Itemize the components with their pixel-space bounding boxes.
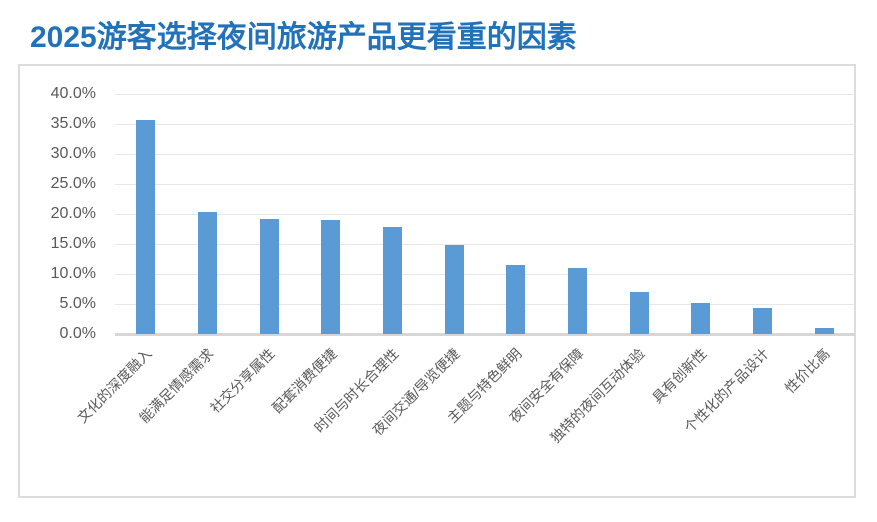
x-axis-category-label: 社交分享属性 (207, 345, 278, 417)
bar (691, 303, 711, 334)
y-axis-tick-label: 40.0% (50, 85, 96, 102)
x-axis-category-label: 具有创新性 (648, 345, 710, 407)
y-axis-tick-label: 35.0% (50, 115, 96, 132)
bar (814, 328, 834, 334)
bar (259, 219, 279, 334)
y-axis-tick-label: 10.0% (50, 265, 96, 282)
bar (444, 245, 464, 334)
y-axis-tick-label: 0.0% (59, 325, 96, 342)
x-axis-category-label: 性价比高 (781, 345, 833, 397)
gridline (115, 304, 855, 305)
chart-title: 2025游客选择夜间旅游产品更看重的因素 (30, 21, 577, 54)
bar (321, 220, 341, 334)
gridline (115, 94, 855, 95)
bar (506, 265, 526, 334)
bar (753, 307, 772, 334)
y-axis-tick-label: 20.0% (50, 205, 96, 222)
y-axis-tick-label: 30.0% (50, 145, 96, 162)
plot-area (115, 94, 855, 336)
gridline (115, 124, 855, 125)
gridline (115, 214, 855, 215)
y-axis-tick-label: 5.0% (59, 295, 96, 312)
y-axis-tick-label: 15.0% (50, 235, 96, 252)
gridline (115, 184, 855, 185)
bar (568, 268, 587, 334)
gridline (115, 244, 855, 245)
y-axis-tick-label: 25.0% (50, 175, 96, 192)
chart-frame: 0.0% 5.0% 10.0% 15.0% 20.0% 25.0% 30.0% 35.0% 40… (18, 64, 856, 498)
bar (383, 227, 402, 334)
gridline (115, 274, 855, 275)
bar (629, 292, 649, 334)
x-axis-line (115, 333, 855, 336)
gridline (115, 154, 855, 155)
bar (198, 212, 217, 334)
bar (136, 120, 156, 334)
